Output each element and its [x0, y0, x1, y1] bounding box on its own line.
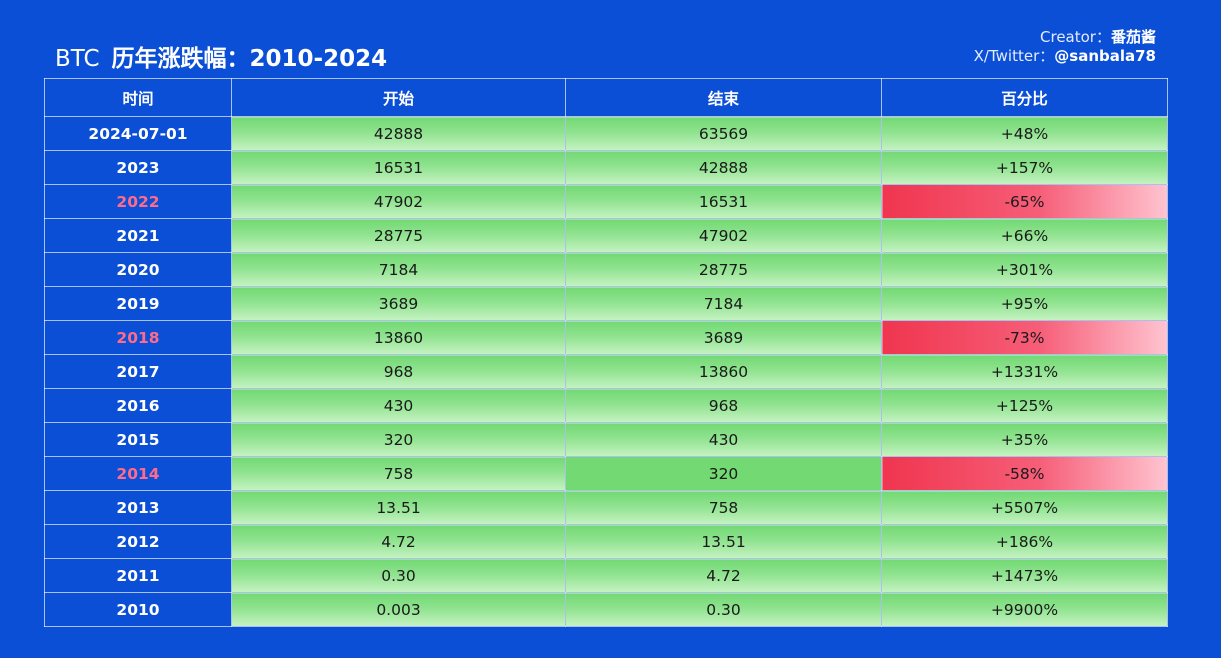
- start-price-cell: 42888: [231, 116, 566, 151]
- table-row: 2019 3689 7184 +95%: [44, 286, 1168, 321]
- percent-change-cell: +35%: [881, 422, 1168, 457]
- start-price-cell: 0.30: [231, 558, 566, 593]
- end-price-cell: 3689: [565, 320, 882, 355]
- period-cell: 2014: [44, 456, 232, 491]
- returns-table: 时间 开始 结束 百分比 2024-07-01 42888 63569 +48% 202…: [44, 78, 1168, 627]
- period-cell: 2015: [44, 422, 232, 457]
- end-price-cell: 320: [565, 456, 882, 491]
- start-price-cell: 28775: [231, 218, 566, 253]
- percent-change-cell: +125%: [881, 388, 1168, 423]
- percent-change-cell: +157%: [881, 150, 1168, 185]
- start-price-cell: 0.003: [231, 592, 566, 627]
- end-price-cell: 7184: [565, 286, 882, 321]
- end-price-cell: 47902: [565, 218, 882, 253]
- percent-change-cell: +1473%: [881, 558, 1168, 593]
- period-cell: 2013: [44, 490, 232, 525]
- period-cell: 2022: [44, 184, 232, 219]
- table-row: 2017 968 13860 +1331%: [44, 354, 1168, 389]
- period-cell: 2018: [44, 320, 232, 355]
- percent-change-cell: +66%: [881, 218, 1168, 253]
- period-cell: 2017: [44, 354, 232, 389]
- percent-change-cell: +301%: [881, 252, 1168, 287]
- table-row: 2013 13.51 758 +5507%: [44, 490, 1168, 525]
- percent-change-cell: -58%: [881, 456, 1168, 491]
- title-main: 历年涨跌幅：2010-2024: [111, 46, 388, 72]
- table-row: 2018 13860 3689 -73%: [44, 320, 1168, 355]
- table-row: 2016 430 968 +125%: [44, 388, 1168, 423]
- period-cell: 2016: [44, 388, 232, 423]
- start-price-cell: 4.72: [231, 524, 566, 559]
- start-price-cell: 16531: [231, 150, 566, 185]
- table-row: 2024-07-01 42888 63569 +48%: [44, 116, 1168, 151]
- end-price-cell: 758: [565, 490, 882, 525]
- column-header-period: 时间: [44, 78, 232, 117]
- percent-change-cell: +186%: [881, 524, 1168, 559]
- percent-change-cell: +5507%: [881, 490, 1168, 525]
- start-price-cell: 430: [231, 388, 566, 423]
- table-row: 2015 320 430 +35%: [44, 422, 1168, 457]
- table-row: 2014 758 320 -58%: [44, 456, 1168, 491]
- creator-line: Creator：番茄酱: [974, 28, 1156, 47]
- twitter-label: X/Twitter：: [973, 47, 1055, 65]
- table-row: 2020 7184 28775 +301%: [44, 252, 1168, 287]
- creator-value: 番茄酱: [1110, 28, 1156, 46]
- header-row: 时间 开始 结束 百分比: [44, 78, 1168, 117]
- period-cell: 2020: [44, 252, 232, 287]
- end-price-cell: 968: [565, 388, 882, 423]
- start-price-cell: 320: [231, 422, 566, 457]
- table-body: 2024-07-01 42888 63569 +48% 2023 16531 42888 +1…: [44, 116, 1168, 627]
- end-price-cell: 42888: [565, 150, 882, 185]
- period-cell: 2011: [44, 558, 232, 593]
- end-price-cell: 13860: [565, 354, 882, 389]
- start-price-cell: 7184: [231, 252, 566, 287]
- table-row: 2022 47902 16531 -65%: [44, 184, 1168, 219]
- column-header-end: 结束: [565, 78, 882, 117]
- twitter-handle: @sanbala78: [1054, 47, 1156, 65]
- end-price-cell: 4.72: [565, 558, 882, 593]
- table-row: 2021 28775 47902 +66%: [44, 218, 1168, 253]
- period-cell: 2010: [44, 592, 232, 627]
- start-price-cell: 47902: [231, 184, 566, 219]
- period-cell: 2021: [44, 218, 232, 253]
- end-price-cell: 0.30: [565, 592, 882, 627]
- percent-change-cell: +48%: [881, 116, 1168, 151]
- percent-change-cell: +1331%: [881, 354, 1168, 389]
- start-price-cell: 13.51: [231, 490, 566, 525]
- end-price-cell: 13.51: [565, 524, 882, 559]
- twitter-line: X/Twitter：@sanbala78: [974, 47, 1156, 66]
- start-price-cell: 13860: [231, 320, 566, 355]
- percent-change-cell: +95%: [881, 286, 1168, 321]
- title-prefix: BTC: [55, 46, 100, 72]
- column-header-start: 开始: [231, 78, 566, 117]
- table-row: 2023 16531 42888 +157%: [44, 150, 1168, 185]
- period-cell: 2024-07-01: [44, 116, 232, 151]
- credits: Creator：番茄酱 X/Twitter：@sanbala78: [974, 28, 1156, 66]
- end-price-cell: 16531: [565, 184, 882, 219]
- table-row: 2011 0.30 4.72 +1473%: [44, 558, 1168, 593]
- period-cell: 2019: [44, 286, 232, 321]
- table-row: 2010 0.003 0.30 +9900%: [44, 592, 1168, 627]
- chart-title: BTC 历年涨跌幅：2010-2024: [55, 44, 387, 74]
- end-price-cell: 430: [565, 422, 882, 457]
- end-price-cell: 63569: [565, 116, 882, 151]
- end-price-cell: 28775: [565, 252, 882, 287]
- start-price-cell: 3689: [231, 286, 566, 321]
- creator-label: Creator：: [1040, 28, 1111, 46]
- percent-change-cell: +9900%: [881, 592, 1168, 627]
- start-price-cell: 968: [231, 354, 566, 389]
- table-row: 2012 4.72 13.51 +186%: [44, 524, 1168, 559]
- percent-change-cell: -65%: [881, 184, 1168, 219]
- start-price-cell: 758: [231, 456, 566, 491]
- column-header-percent: 百分比: [881, 78, 1168, 117]
- period-cell: 2012: [44, 524, 232, 559]
- period-cell: 2023: [44, 150, 232, 185]
- percent-change-cell: -73%: [881, 320, 1168, 355]
